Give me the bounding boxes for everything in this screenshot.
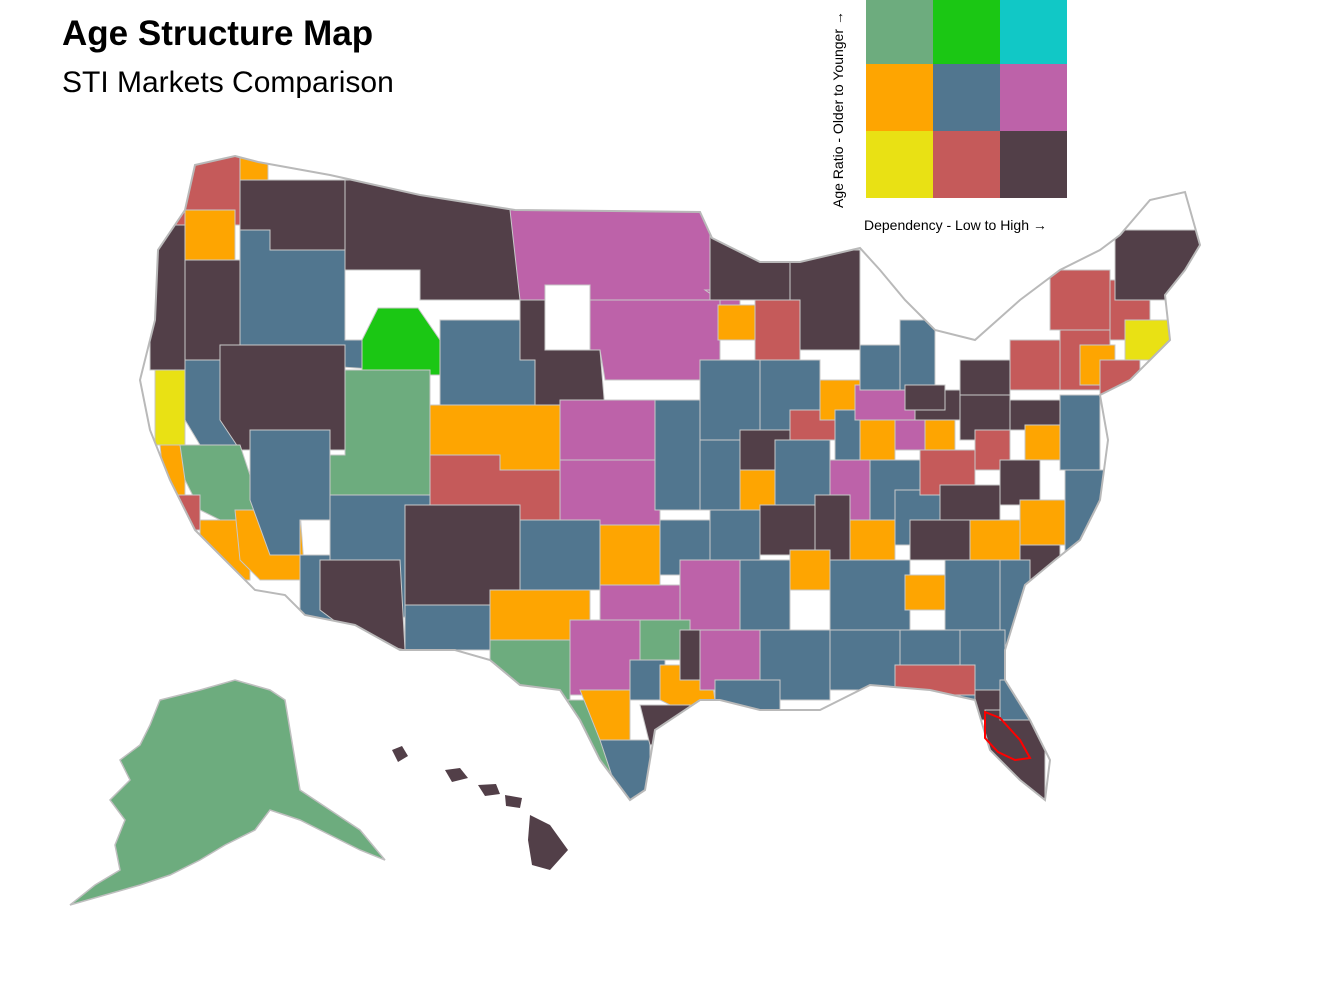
legend-cell-mid-mid: [933, 64, 1000, 131]
market-region-115: [959, 359, 1011, 396]
legend-cell-mid-low: [866, 64, 933, 131]
region-alaska: [69, 679, 386, 906]
market-region-35: [319, 559, 406, 651]
map-title: Age Structure Map: [62, 14, 374, 53]
market-region-12: [509, 209, 711, 301]
market-region-30: [249, 429, 331, 556]
market-region-74: [709, 509, 761, 561]
market-region-77: [849, 519, 896, 561]
market-region-17: [754, 299, 801, 361]
legend-cell-older-low: [866, 131, 933, 198]
market-region-42: [599, 584, 681, 626]
market-region-71: [894, 419, 926, 451]
market-region-7: [344, 179, 521, 301]
market-region-19: [154, 369, 186, 446]
market-region-88: [969, 519, 1021, 561]
legend-cell-younger-mid: [933, 0, 1000, 64]
coastline-outline: [138, 154, 1202, 802]
market-region-89: [1019, 499, 1066, 546]
market-region-116: [904, 384, 946, 411]
market-region-40: [404, 604, 491, 651]
market-region-100: [899, 629, 961, 671]
legend-cell-mid-high: [1000, 64, 1067, 131]
market-region-15: [709, 209, 791, 301]
market-region-84: [1059, 394, 1101, 471]
legend-y-axis-label: Age Ratio - Older to Younger →: [830, 11, 846, 208]
market-region-66: [859, 344, 901, 391]
market-region-56: [699, 359, 761, 441]
legend-x-axis-label: Dependency - Low to High →: [864, 217, 1047, 233]
market-region-113: [1124, 319, 1171, 361]
market-region-114: [1099, 359, 1141, 396]
market-region-99: [829, 629, 901, 691]
market-region-32: [559, 459, 661, 526]
market-region-108: [1049, 269, 1111, 331]
market-region-16: [717, 304, 756, 341]
legend-cell-younger-low: [866, 0, 933, 64]
market-region-94: [829, 559, 911, 631]
map-subtitle: STI Markets Comparison: [62, 66, 394, 99]
market-region-67: [899, 319, 936, 391]
market-region-96: [944, 559, 1001, 631]
market-region-85: [999, 459, 1041, 506]
market-region-64: [859, 419, 896, 466]
highlighted-market-outline: [984, 710, 1032, 762]
market-region-93: [789, 549, 831, 591]
market-region-24: [559, 399, 656, 461]
market-region-92: [739, 559, 791, 631]
market-region-95: [904, 574, 946, 611]
market-region-38: [599, 524, 661, 586]
legend-cell-older-mid: [933, 131, 1000, 198]
market-region-37: [519, 519, 601, 591]
bivariate-legend: [866, 0, 1068, 199]
market-region-86: [939, 484, 1001, 521]
market-region-27: [174, 494, 201, 531]
legend-grid: [866, 0, 1067, 198]
market-region-18: [789, 249, 861, 351]
market-region-107: [1009, 339, 1061, 391]
mainland-regions: [149, 156, 1200, 800]
market-region-75: [759, 504, 816, 556]
market-region-83: [1024, 424, 1066, 461]
market-region-3: [184, 209, 236, 261]
legend-cell-older-high: [1000, 131, 1067, 198]
market-region-102: [714, 679, 781, 711]
market-region-87: [909, 519, 971, 561]
legend-cell-younger-high: [1000, 0, 1067, 64]
region-hawaii: [392, 746, 568, 870]
